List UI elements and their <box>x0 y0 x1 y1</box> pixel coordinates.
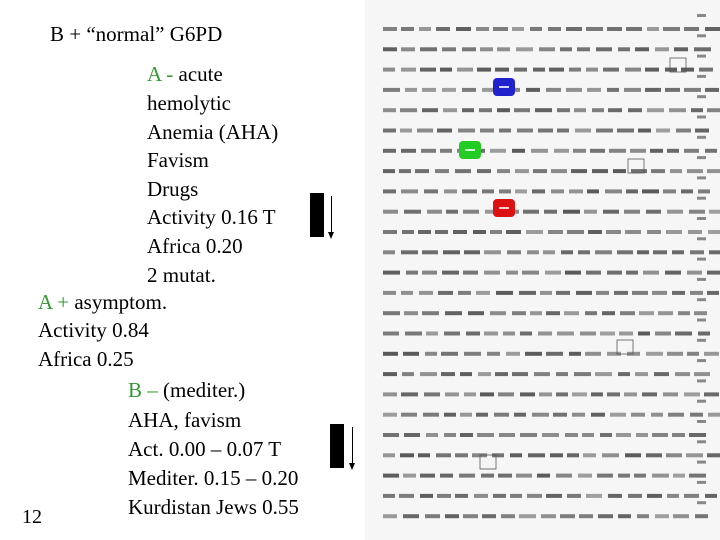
variant-a-minus-line-6: Africa 0.20 <box>147 234 243 258</box>
variant-a-minus-line-0: acute <box>173 62 223 86</box>
variant-b-minus-line-2: Act. 0.00 – 0.07 T <box>128 437 282 461</box>
variant-a-plus-line-1: Activity 0.84 <box>38 318 149 342</box>
variant-a-minus-line-3: Favism <box>147 148 209 172</box>
variant-a-minus-line-2: Anemia (AHA) <box>147 120 279 144</box>
activity-bar-b-minus <box>330 424 344 468</box>
variant-a-minus-line-5: Activity 0.16 T <box>147 205 276 229</box>
slide-title: B + “normal” G6PD <box>50 22 223 46</box>
variant-b-minus-line-4: Kurdistan Jews 0.55 <box>128 495 299 519</box>
variant-b-minus-line-3: Mediter. 0.15 – 0.20 <box>128 466 299 490</box>
variant-a-plus-line-0: asymptom. <box>69 290 168 314</box>
variant-a-minus-line-4: Drugs <box>147 177 199 201</box>
slide-number: 12 <box>22 506 42 528</box>
variant-b-minus-line-0: (mediter.) <box>157 378 246 402</box>
variant-a-plus-header: A + asymptom. <box>38 288 167 317</box>
variant-a-plus-label: A + <box>38 290 70 314</box>
activity-bar-a-minus <box>310 193 324 237</box>
variant-a-minus-header: A - acute <box>147 60 223 89</box>
mutation-marker-red <box>493 199 515 217</box>
variant-a-minus-label: A - <box>147 62 174 86</box>
variant-a-minus-line-1: hemolytic <box>147 91 231 115</box>
variant-a-plus-line-2: Africa 0.25 <box>38 347 134 371</box>
mutation-marker-green <box>459 141 481 159</box>
variant-b-minus-header: B – (mediter.) <box>128 376 245 405</box>
variant-b-minus-line-1: AHA, favism <box>128 408 242 432</box>
variant-b-minus-label: B – <box>128 378 158 402</box>
variant-a-minus-line-7: 2 mutat. <box>147 263 216 287</box>
amino-acid-sequence-image <box>365 0 720 540</box>
mutation-marker-blue <box>493 78 515 96</box>
